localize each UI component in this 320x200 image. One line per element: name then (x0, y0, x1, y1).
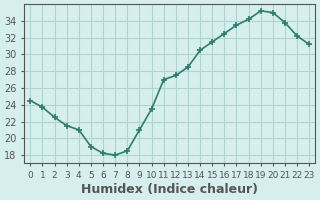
X-axis label: Humidex (Indice chaleur): Humidex (Indice chaleur) (81, 183, 258, 196)
